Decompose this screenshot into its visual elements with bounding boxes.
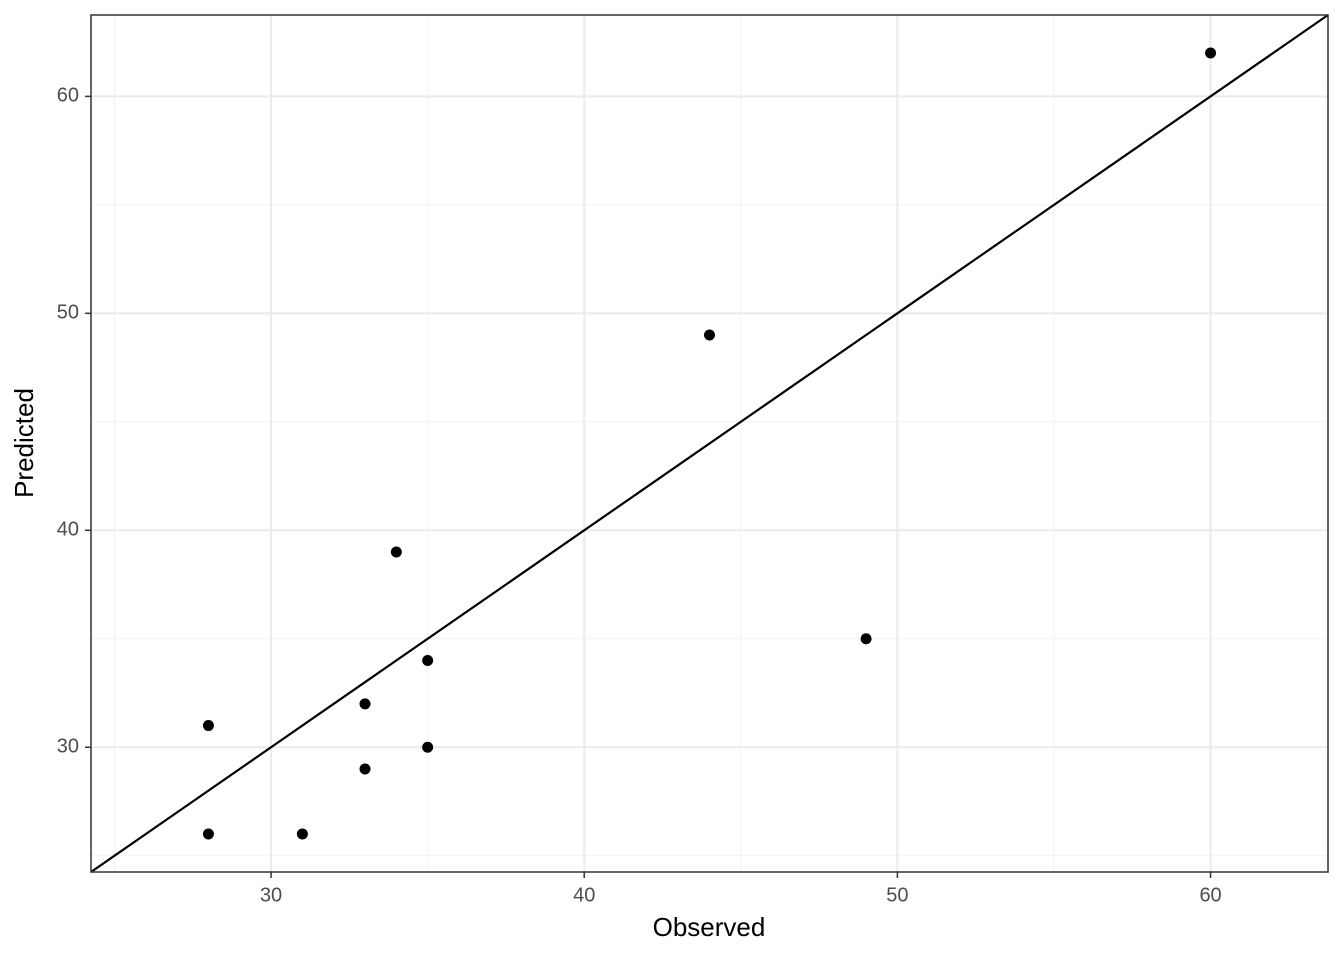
point: [422, 654, 434, 666]
marks: [90, 14, 1329, 873]
point: [296, 828, 308, 840]
point: [359, 763, 371, 775]
x-tick-label: 40: [573, 884, 595, 906]
x-axis-title: Observed: [653, 912, 766, 942]
point: [202, 828, 214, 840]
y-tick-label: 30: [57, 736, 79, 758]
x-tick-label: 60: [1199, 884, 1221, 906]
y-tick-label: 40: [57, 519, 79, 541]
point: [390, 546, 402, 558]
y-axis-title: Predicted: [9, 388, 39, 498]
point: [359, 698, 371, 710]
point: [860, 633, 872, 645]
x-tick-label: 50: [886, 884, 908, 906]
y-tick-label: 60: [57, 85, 79, 107]
point: [202, 720, 214, 732]
plot-border: [90, 14, 1329, 873]
point: [704, 329, 715, 341]
x-tick-label: 30: [260, 884, 282, 906]
grid: [91, 15, 1328, 872]
identity-line: [90, 14, 1329, 873]
y-tick-label: 50: [57, 302, 79, 324]
point: [422, 741, 434, 753]
point: [1205, 47, 1217, 59]
